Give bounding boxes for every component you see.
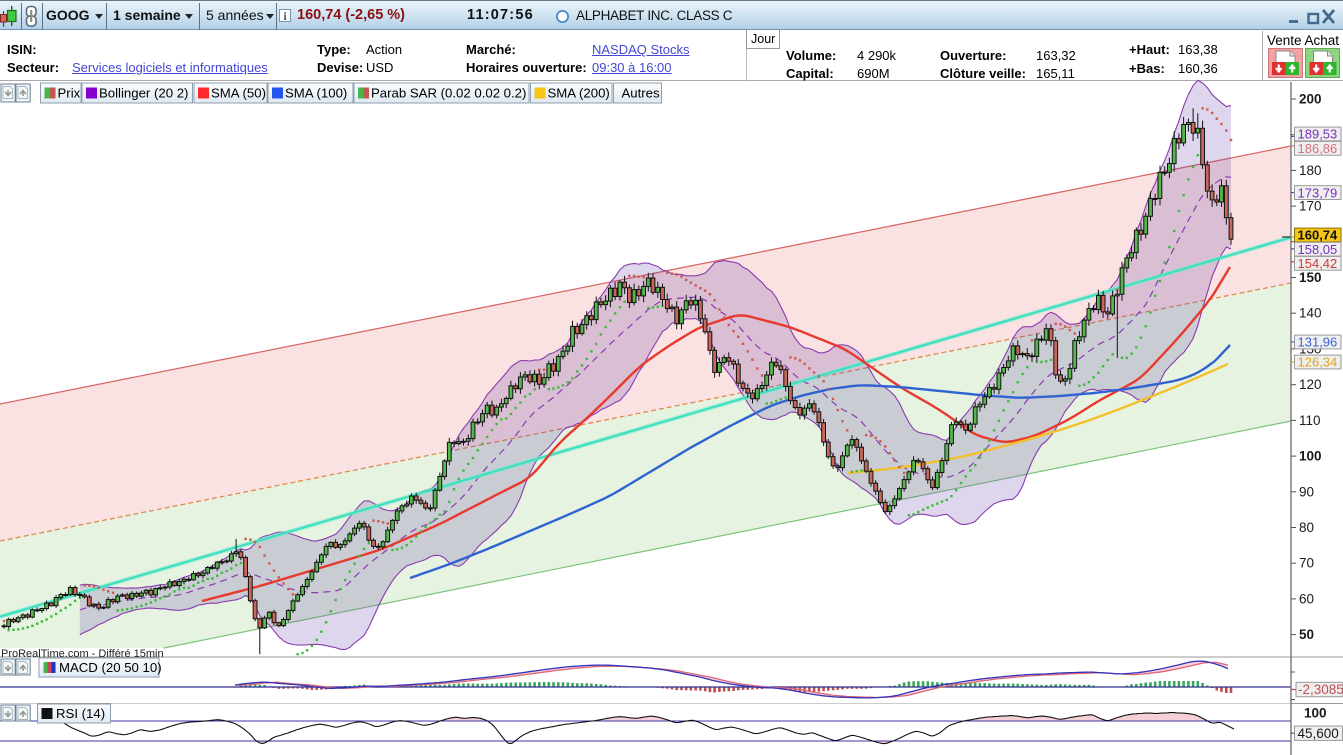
svg-text:154,42: 154,42 xyxy=(1298,256,1338,271)
svg-text:70: 70 xyxy=(1299,556,1314,571)
svg-text:100: 100 xyxy=(1299,449,1322,464)
svg-text:50: 50 xyxy=(1299,627,1314,642)
svg-text:60: 60 xyxy=(1299,591,1314,606)
svg-text:SMA (200): SMA (200) xyxy=(548,86,610,101)
svg-text:Bollinger (20 2): Bollinger (20 2) xyxy=(99,86,188,101)
svg-text:160,74: 160,74 xyxy=(1298,228,1339,243)
svg-text:45,600: 45,600 xyxy=(1298,726,1339,741)
svg-text:ProRealTime.com - Différé 15mi: ProRealTime.com - Différé 15min xyxy=(1,648,164,660)
svg-text:80: 80 xyxy=(1299,520,1314,535)
svg-text:-2,3085: -2,3085 xyxy=(1298,682,1343,697)
svg-text:170: 170 xyxy=(1299,199,1322,214)
svg-text:Autres: Autres xyxy=(622,86,661,101)
svg-text:126,34: 126,34 xyxy=(1298,355,1338,370)
svg-text:110: 110 xyxy=(1299,413,1321,428)
svg-text:SMA (50): SMA (50) xyxy=(211,86,266,101)
svg-text:186,86: 186,86 xyxy=(1298,141,1338,156)
svg-text:Prix: Prix xyxy=(58,86,81,101)
svg-text:131,96: 131,96 xyxy=(1298,335,1338,350)
svg-text:180: 180 xyxy=(1299,163,1322,178)
svg-text:RSI (14): RSI (14) xyxy=(56,706,105,721)
svg-text:158,05: 158,05 xyxy=(1298,242,1338,257)
svg-text:120: 120 xyxy=(1299,377,1322,392)
svg-text:MACD (20 50 10): MACD (20 50 10) xyxy=(59,660,162,675)
svg-text:140: 140 xyxy=(1299,306,1322,321)
svg-text:173,79: 173,79 xyxy=(1298,185,1338,200)
svg-text:150: 150 xyxy=(1299,270,1322,285)
svg-text:100: 100 xyxy=(1304,706,1327,721)
svg-text:200: 200 xyxy=(1299,92,1322,107)
svg-text:90: 90 xyxy=(1299,484,1314,499)
svg-text:SMA (100): SMA (100) xyxy=(285,86,347,101)
svg-text:Parab SAR (0.02 0.02 0.2): Parab SAR (0.02 0.02 0.2) xyxy=(371,86,526,101)
svg-text:189,53: 189,53 xyxy=(1298,127,1338,142)
